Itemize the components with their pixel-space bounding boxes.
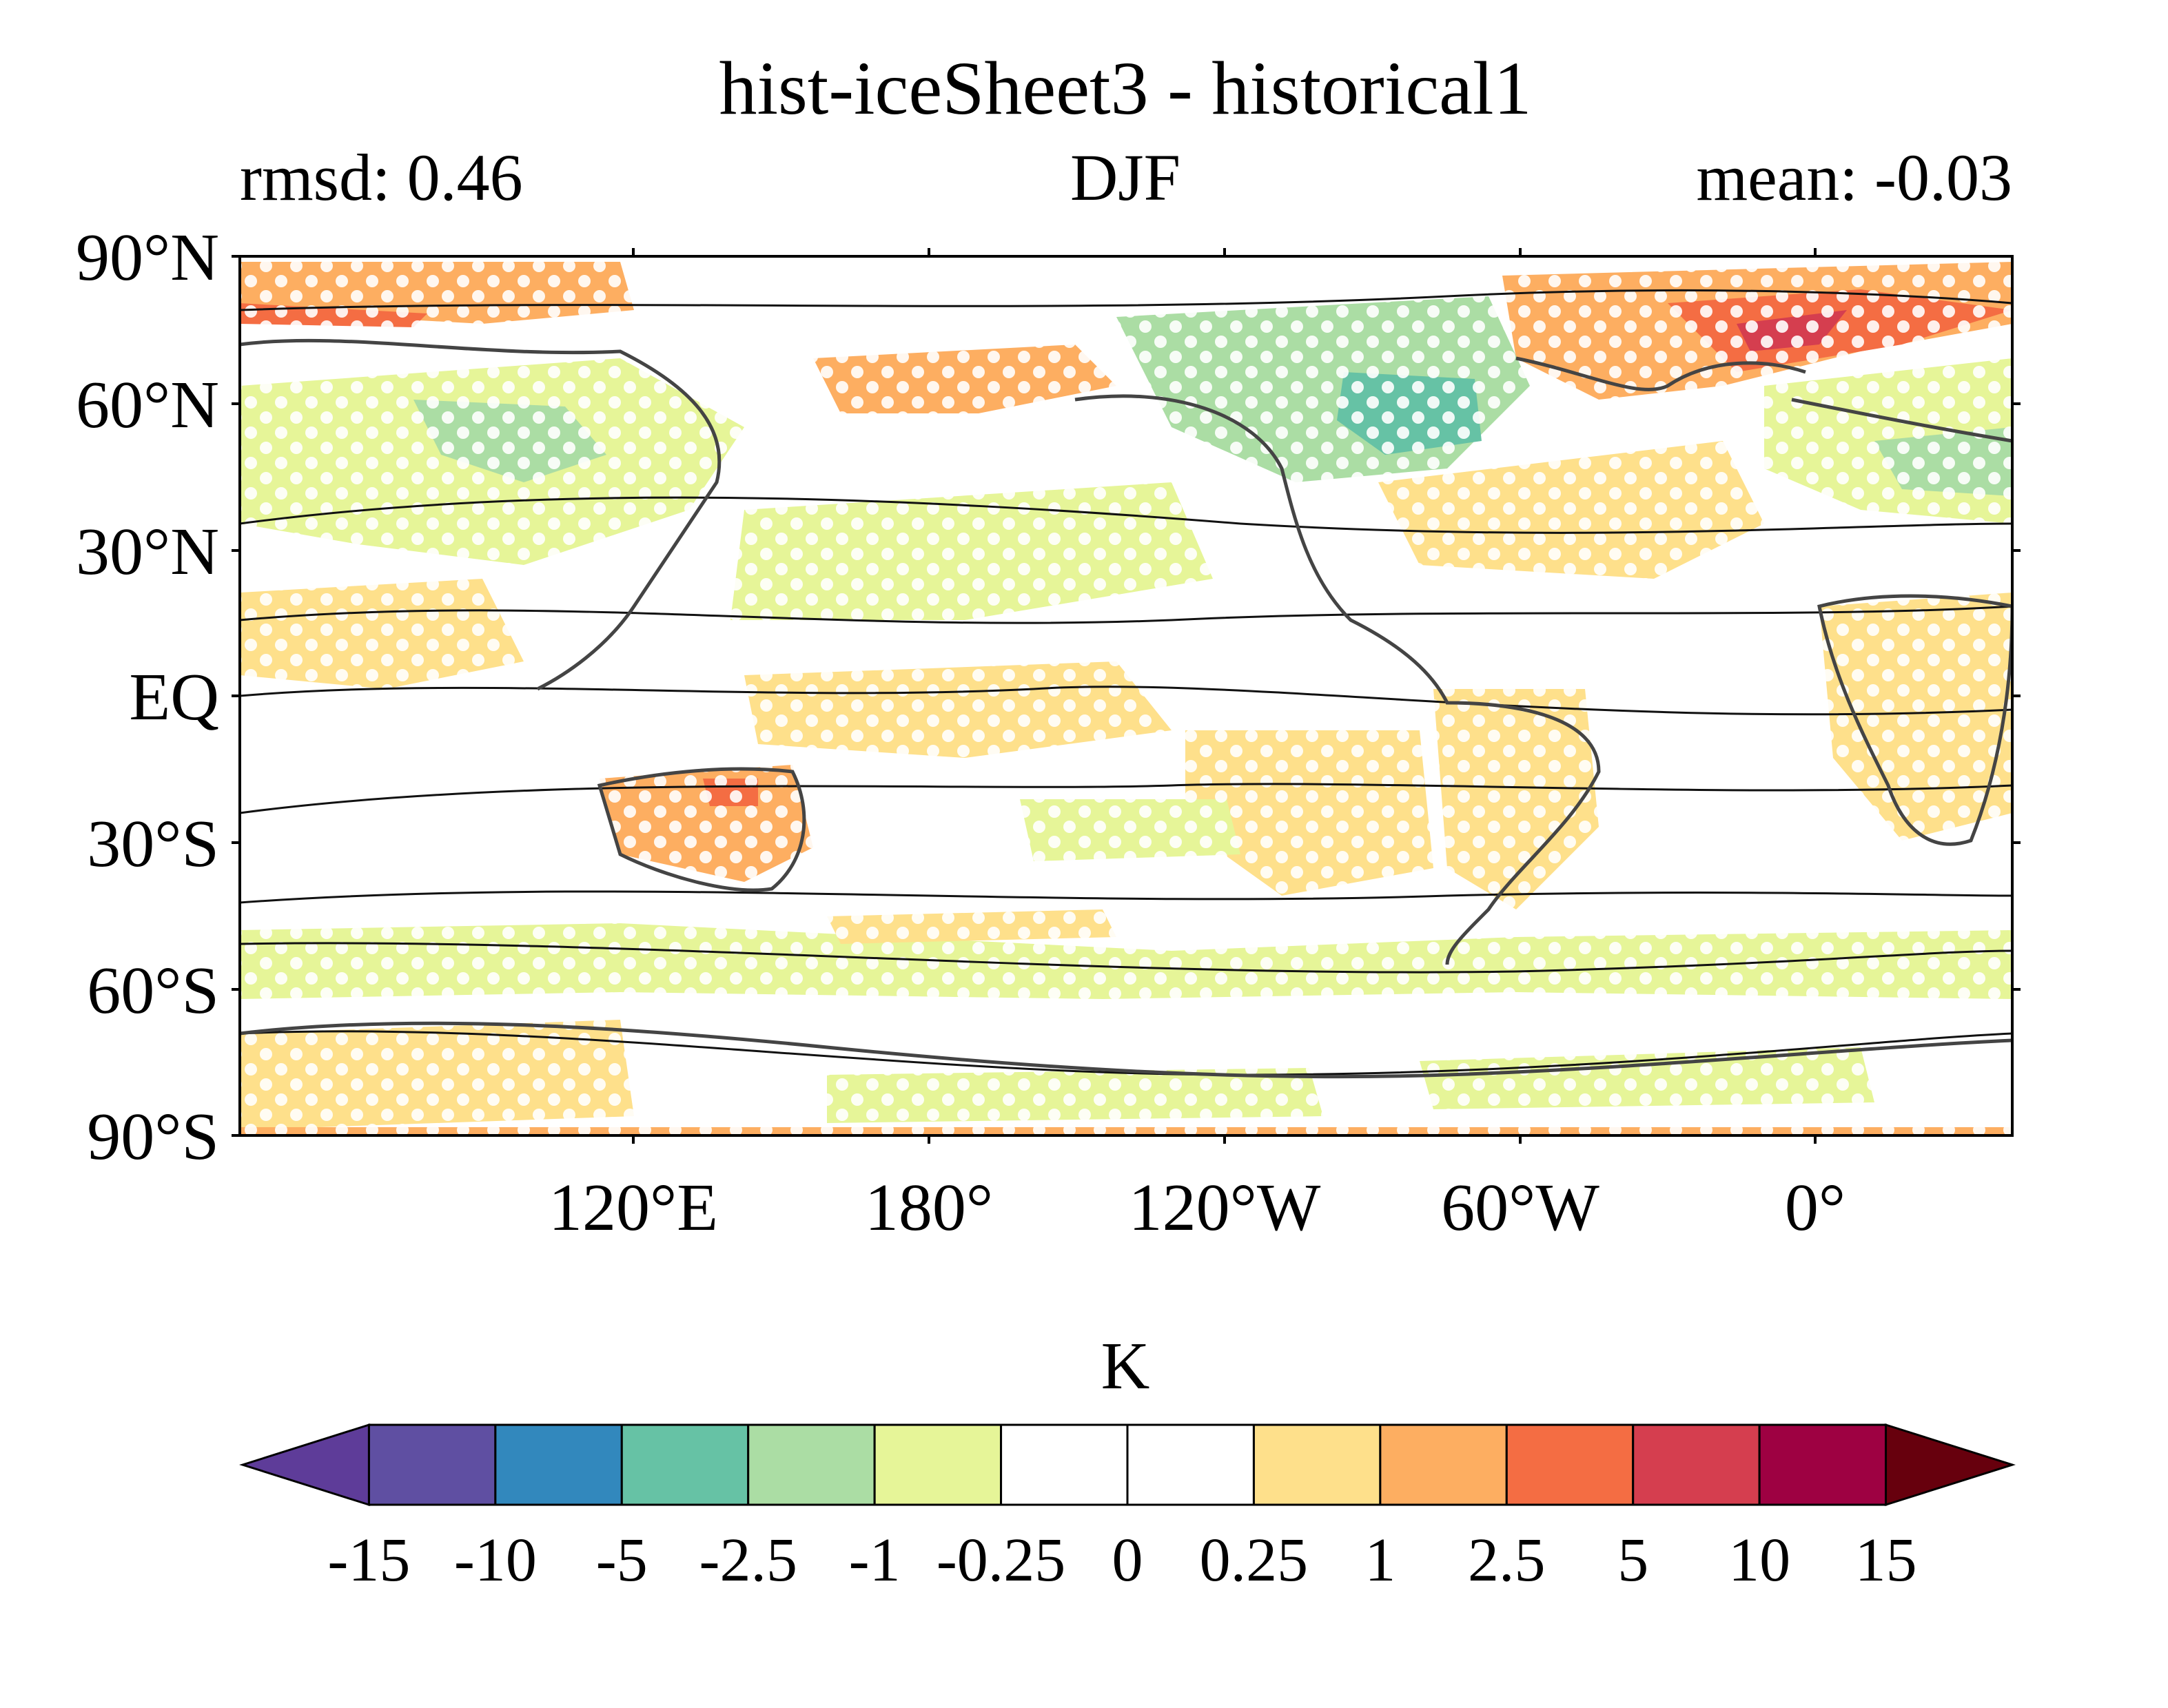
colorbar-cell — [1505, 1423, 1635, 1506]
colorbar-cell — [494, 1423, 623, 1506]
colorbar-cell — [1758, 1423, 1888, 1506]
colorbar-cell — [1885, 1423, 2016, 1507]
latitude-labels: 90°N 60°N 30°N EQ 30°S 60°S 90°S — [76, 220, 219, 1174]
figure-title: hist-iceSheet3 - historical1 — [719, 46, 1531, 130]
colorbar-tick-label: -0.25 — [937, 1526, 1065, 1594]
colorbar-tick-label: 2.5 — [1468, 1526, 1546, 1594]
lat-label-60s: 60°S — [87, 954, 219, 1028]
lon-label-120w: 120°W — [1129, 1171, 1321, 1245]
lat-label-90n: 90°N — [76, 220, 219, 295]
lat-label-90s: 90°S — [87, 1100, 219, 1174]
colorbar-cell — [1379, 1423, 1508, 1506]
lon-label-0: 0° — [1785, 1171, 1845, 1245]
colorbar-tick-label: -5 — [596, 1526, 648, 1594]
colorbar-cell — [1126, 1423, 1255, 1506]
colorbar-tick-label: 5 — [1617, 1526, 1648, 1594]
colorbar-tick-label: -10 — [454, 1526, 537, 1594]
colorbar: K -15 -10 -5 -2.5 -1 -0.25 0 0.25 1 2.5 5 10 15 — [239, 1329, 2016, 1594]
lon-label-60w: 60°W — [1441, 1171, 1599, 1245]
climatology-contours — [240, 289, 2012, 1076]
mean-label: mean: -0.03 — [1696, 141, 2012, 214]
map-ticks — [232, 248, 2021, 1144]
lat-label-60n: 60°N — [76, 368, 219, 442]
colorbar-tick-label: -1 — [849, 1526, 901, 1594]
rmsd-label: rmsd: 0.46 — [240, 141, 523, 214]
colorbar-tick-label: -15 — [327, 1526, 410, 1594]
colorbar-cell — [747, 1423, 876, 1506]
colorbar-cells — [239, 1423, 2016, 1507]
lon-label-180: 180° — [865, 1171, 993, 1245]
coastlines — [240, 338, 2012, 1079]
colorbar-cell — [1000, 1423, 1129, 1506]
longitude-labels: 120°E 180° 120°W 60°W 0° — [549, 1171, 1845, 1245]
colorbar-tick-label: -2.5 — [699, 1526, 797, 1594]
colorbar-tick-label: 0.25 — [1200, 1526, 1309, 1594]
colorbar-cell — [620, 1423, 750, 1506]
anomaly-field — [240, 256, 2012, 1135]
map-panel — [238, 255, 2014, 1137]
colorbar-tick-label: 10 — [1728, 1526, 1790, 1594]
season-label: DJF — [1070, 141, 1180, 214]
colorbar-cell — [367, 1423, 497, 1506]
significance-stipple — [240, 256, 2012, 1135]
lat-label-30n: 30°N — [76, 515, 219, 589]
colorbar-tick-label: 15 — [1855, 1526, 1917, 1594]
colorbar-tick-label: 0 — [1112, 1526, 1143, 1594]
colorbar-cell — [239, 1423, 370, 1507]
colorbar-tick-labels: -15 -10 -5 -2.5 -1 -0.25 0 0.25 1 2.5 5 10 15 — [327, 1526, 1916, 1594]
lat-label-eq: EQ — [129, 660, 219, 734]
colorbar-tick-label: 1 — [1364, 1526, 1395, 1594]
colorbar-unit-label: K — [1101, 1329, 1150, 1403]
lon-label-120e: 120°E — [549, 1171, 718, 1245]
colorbar-cell — [873, 1423, 1003, 1506]
colorbar-cell — [1632, 1423, 1761, 1506]
colorbar-cell — [1252, 1423, 1382, 1506]
lat-label-30s: 30°S — [87, 807, 219, 881]
